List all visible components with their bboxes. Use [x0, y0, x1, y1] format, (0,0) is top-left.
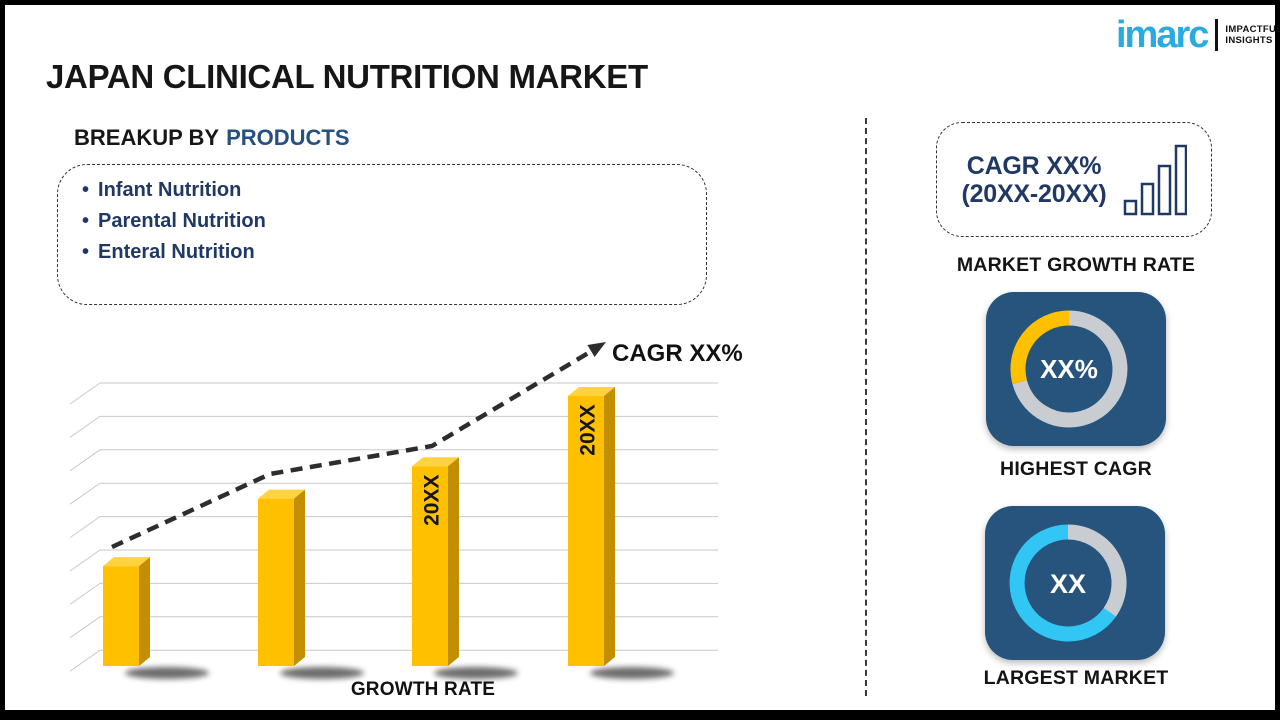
market-growth-rate-caption: MARKET GROWTH RATE — [956, 254, 1196, 276]
largest-market-tile: XX — [985, 506, 1165, 660]
list-item: • Infant Nutrition — [82, 179, 242, 201]
x-axis-label: GROWTH RATE — [350, 679, 496, 700]
products-list: • Infant Nutrition • Parental Nutrition • E… — [58, 179, 706, 264]
market-growth-rate-box: CAGR XX% (20XX-20XX) — [936, 122, 1212, 237]
gridline — [69, 616, 718, 639]
donut-value: XX — [1050, 569, 1086, 599]
donut-ring-gray — [1067, 524, 1127, 617]
breakup-heading-highlight: PRODUCTS — [226, 125, 350, 150]
trend-cagr-label: CAGR XX% — [612, 340, 743, 367]
gridline — [69, 516, 718, 539]
donut-chart-largest-market: XX — [1009, 524, 1127, 642]
gridlines — [69, 382, 718, 672]
breakup-heading: BREAKUP BY PRODUCTS — [74, 125, 350, 150]
donut-value: XX% — [1040, 354, 1098, 384]
bullet-icon: • — [82, 210, 90, 232]
highest-cagr-caption: HIGHEST CAGR — [1000, 458, 1152, 480]
gridline — [69, 582, 718, 605]
logo-divider — [1215, 19, 1219, 51]
bar-shadow — [590, 667, 674, 679]
bar-1 — [103, 557, 150, 666]
bullet-icon: • — [82, 241, 90, 263]
bar-shadow — [434, 667, 518, 679]
cagr-period-text: CAGR XX% (20XX-20XX) — [961, 151, 1107, 208]
bar-4: 20XX — [568, 387, 615, 666]
brand-wordmark: imarc — [1116, 14, 1209, 56]
trend-arrow-icon — [111, 342, 606, 550]
donut-chart-highest-cagr: XX% — [1010, 310, 1128, 428]
donut-ring-gray — [1012, 310, 1128, 428]
gridline — [69, 382, 718, 405]
gridline — [69, 549, 718, 572]
brand-tagline: IMPACTFUL INSIGHTS — [1225, 23, 1280, 46]
page-title: JAPAN CLINICAL NUTRITION MARKET — [46, 58, 648, 95]
bar-2 — [258, 489, 305, 666]
bar-3: 20XX — [412, 457, 459, 666]
gridline — [69, 415, 718, 438]
bar-shadow — [125, 667, 209, 679]
gridline — [69, 482, 718, 505]
bar-chart-icon — [1123, 144, 1187, 215]
brand-logo: imarc IMPACTFUL INSIGHTS — [1116, 16, 1280, 54]
list-item: • Enteral Nutrition — [82, 241, 255, 263]
products-list-box: • Infant Nutrition • Parental Nutrition • E… — [57, 164, 707, 305]
bars: 20XX 20XX — [103, 387, 674, 679]
donut-arc-accent — [1009, 524, 1116, 642]
donut-arc-accent — [1010, 310, 1070, 385]
bar-shadow — [280, 667, 364, 679]
largest-market-caption: LARGEST MARKET — [983, 667, 1169, 689]
gridline — [69, 449, 718, 472]
section-divider — [865, 118, 867, 696]
bullet-icon: • — [82, 179, 90, 201]
bar-label: 20XX — [421, 475, 444, 526]
growth-rate-bar-chart: 20XX 20XX — [69, 342, 718, 679]
gridline — [69, 649, 718, 672]
bar-label: 20XX — [577, 404, 600, 455]
list-item: • Parental Nutrition — [82, 210, 266, 232]
highest-cagr-tile: XX% — [986, 292, 1166, 446]
